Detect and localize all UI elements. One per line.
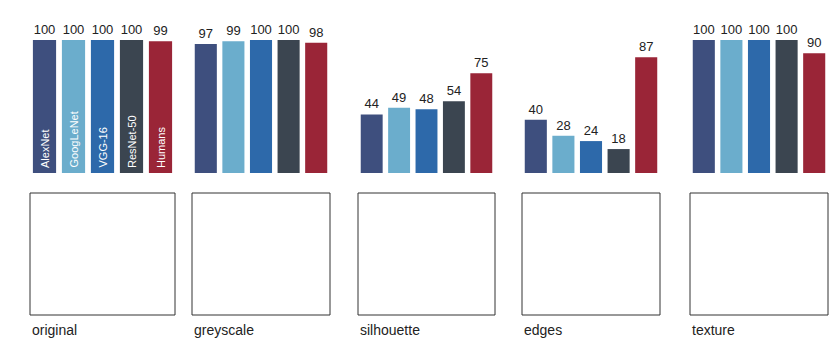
svg-text:100: 100 bbox=[92, 22, 114, 37]
svg-text:ResNet-50: ResNet-50 bbox=[126, 115, 138, 168]
svg-text:90: 90 bbox=[807, 35, 821, 50]
svg-text:54: 54 bbox=[447, 83, 461, 98]
svg-text:49: 49 bbox=[392, 90, 406, 105]
svg-text:18: 18 bbox=[611, 131, 625, 146]
svg-text:GoogLeNet: GoogLeNet bbox=[68, 111, 80, 167]
svg-text:100: 100 bbox=[34, 22, 56, 37]
svg-text:Humans: Humans bbox=[155, 127, 167, 168]
svg-text:edges: edges bbox=[524, 322, 562, 338]
svg-text:AlexNet: AlexNet bbox=[39, 129, 51, 168]
svg-text:original: original bbox=[32, 322, 77, 338]
svg-text:texture: texture bbox=[692, 322, 735, 338]
svg-text:greyscale: greyscale bbox=[194, 322, 254, 338]
svg-text:99: 99 bbox=[226, 23, 240, 38]
svg-text:87: 87 bbox=[639, 39, 653, 54]
svg-text:98: 98 bbox=[309, 25, 323, 40]
svg-text:99: 99 bbox=[153, 23, 167, 38]
svg-text:100: 100 bbox=[693, 22, 715, 37]
svg-text:44: 44 bbox=[364, 96, 378, 111]
svg-text:100: 100 bbox=[748, 22, 770, 37]
svg-text:100: 100 bbox=[121, 22, 143, 37]
svg-text:100: 100 bbox=[250, 22, 272, 37]
svg-text:24: 24 bbox=[584, 123, 598, 138]
svg-text:28: 28 bbox=[556, 118, 570, 133]
svg-text:100: 100 bbox=[63, 22, 85, 37]
svg-text:VGG-16: VGG-16 bbox=[97, 127, 109, 167]
svg-text:97: 97 bbox=[199, 26, 213, 41]
svg-text:100: 100 bbox=[776, 22, 798, 37]
svg-text:silhouette: silhouette bbox=[360, 322, 420, 338]
svg-text:40: 40 bbox=[529, 102, 543, 117]
svg-text:100: 100 bbox=[721, 22, 743, 37]
svg-text:75: 75 bbox=[474, 55, 488, 70]
svg-text:100: 100 bbox=[278, 22, 300, 37]
svg-text:48: 48 bbox=[419, 91, 433, 106]
